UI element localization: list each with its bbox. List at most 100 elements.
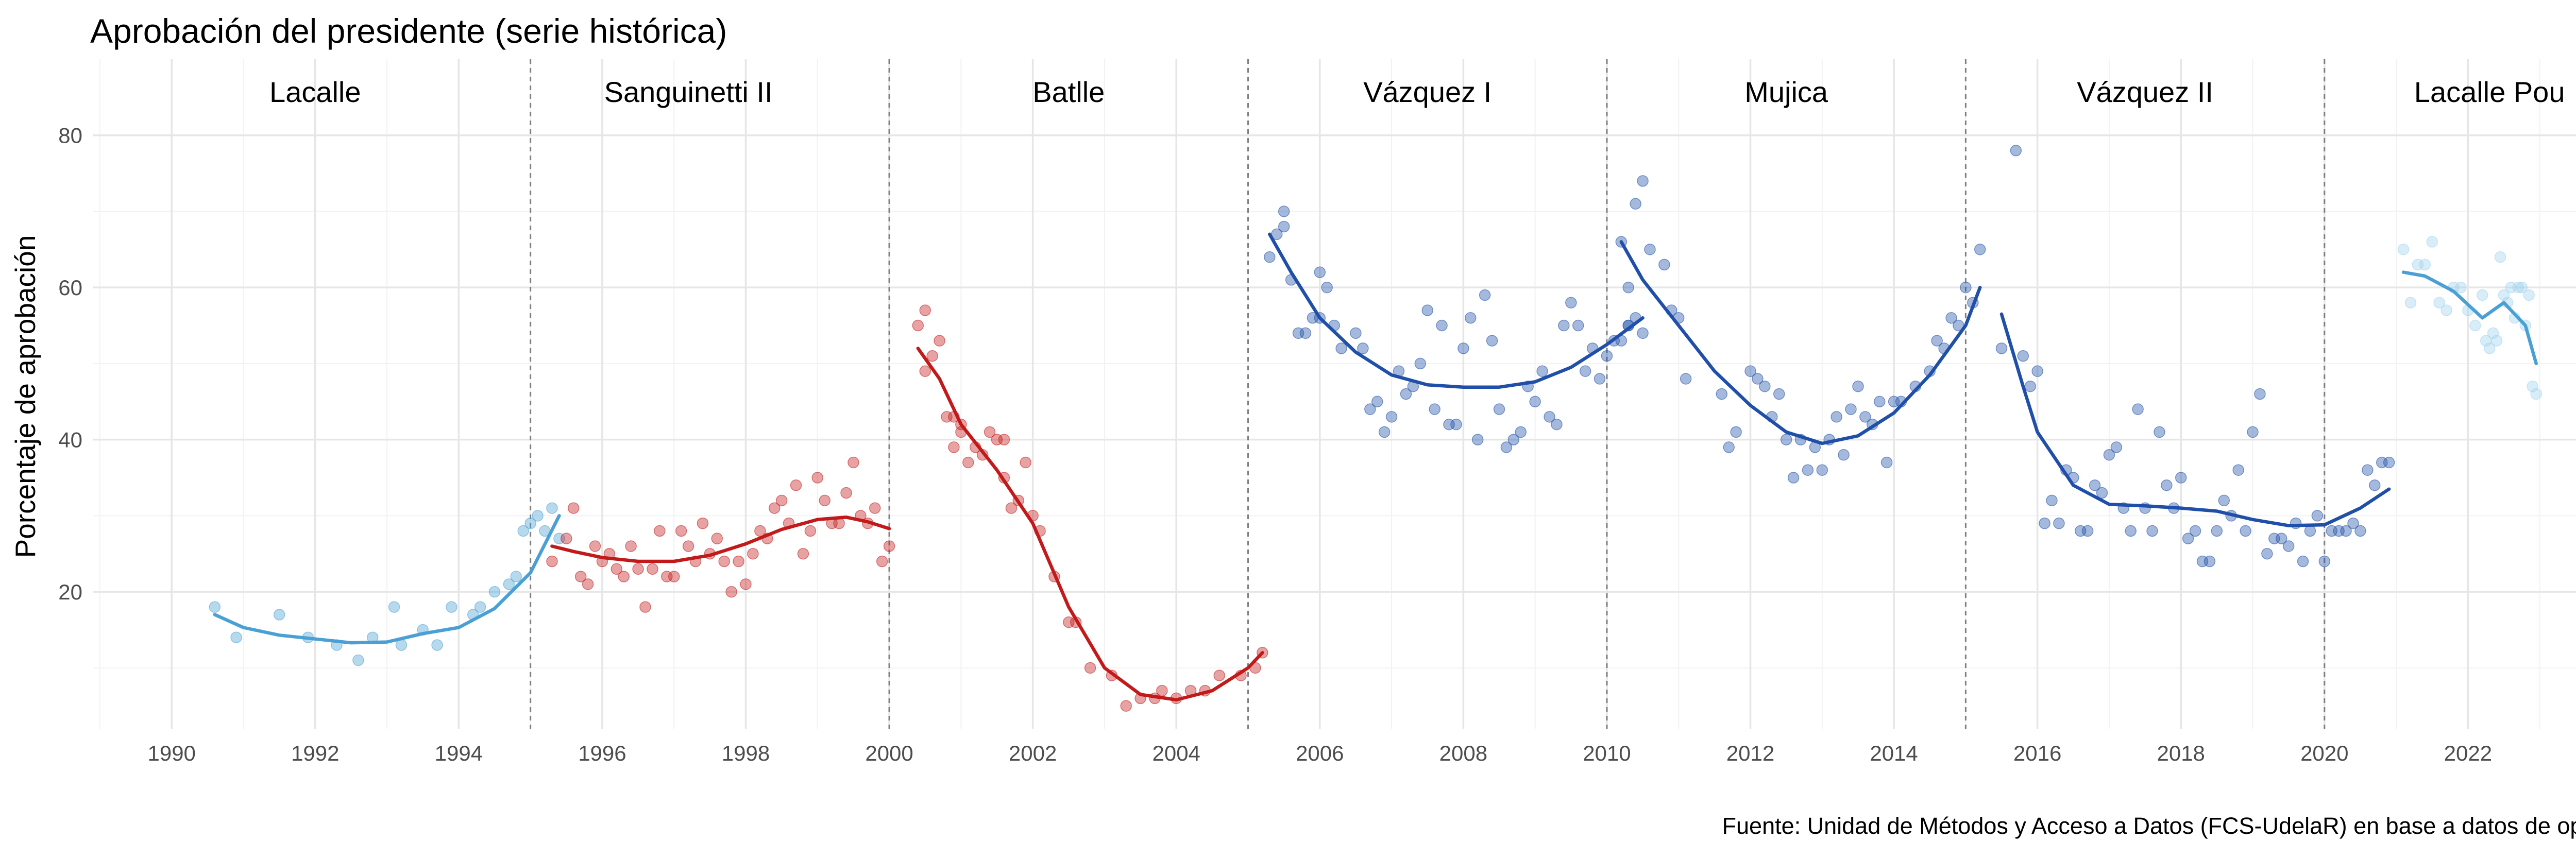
data-point	[574, 571, 587, 582]
data-point	[2240, 525, 2251, 537]
x-tick-label: 2006	[1296, 741, 1344, 765]
data-point	[2441, 304, 2452, 316]
period-labels: Lacalle Sanguinetti II Batlle Vázquez I Muji…	[269, 76, 2565, 108]
data-point	[2081, 525, 2094, 537]
data-point	[503, 578, 515, 590]
data-point	[639, 601, 651, 613]
data-point	[431, 639, 443, 651]
data-point	[1544, 411, 1555, 423]
period-dividers	[530, 59, 2326, 729]
data-point	[1995, 342, 2008, 354]
data-point	[1436, 319, 1448, 332]
data-point	[2487, 327, 2499, 339]
data-point	[984, 426, 996, 438]
data-point	[998, 434, 1010, 445]
data-point	[2490, 335, 2503, 347]
data-point	[1838, 449, 1850, 461]
data-point	[2362, 464, 2374, 476]
data-point	[2189, 525, 2201, 537]
data-point	[2297, 555, 2309, 568]
data-point	[1500, 441, 1513, 453]
data-point	[718, 555, 730, 568]
data-point	[2476, 289, 2488, 301]
data-point	[1357, 342, 1369, 354]
data-point	[1385, 411, 1398, 423]
data-point	[2369, 479, 2381, 491]
data-point	[733, 555, 744, 568]
data-point	[912, 319, 924, 332]
period-label: Vázquez I	[1363, 76, 1492, 108]
data-point	[1572, 319, 1584, 332]
data-point	[1658, 259, 1670, 271]
data-point	[1507, 434, 1520, 445]
y-axis-label: Porcentaje de aprobación	[9, 235, 41, 558]
x-tick-label: 2016	[2013, 741, 2061, 765]
data-point	[1873, 396, 1886, 408]
data-point	[2527, 380, 2538, 392]
data-point	[2039, 517, 2050, 529]
x-tick-label: 2000	[865, 741, 913, 765]
x-tick-label: 2008	[1439, 741, 1487, 765]
data-point	[388, 601, 400, 613]
data-point	[1299, 327, 1312, 339]
data-point	[1321, 281, 1333, 294]
data-point	[230, 631, 242, 643]
data-point	[625, 540, 637, 552]
data-point	[1378, 426, 1391, 438]
data-point	[1960, 281, 1972, 294]
data-point	[1780, 434, 1792, 445]
x-tick-label: 2022	[2444, 741, 2492, 765]
data-point	[2175, 472, 2187, 484]
data-point	[2383, 456, 2395, 469]
data-point	[2523, 289, 2535, 301]
x-tick-label: 2018	[2157, 741, 2205, 765]
data-point	[2204, 555, 2216, 568]
period-label: Batlle	[1032, 76, 1105, 108]
data-point	[883, 540, 895, 552]
data-point	[2318, 555, 2331, 568]
data-point	[1278, 220, 1290, 233]
period-label: Lacalle Pou	[2414, 76, 2565, 108]
data-point	[2433, 297, 2445, 308]
data-points	[209, 145, 2542, 712]
data-point	[2530, 388, 2542, 400]
data-point	[1859, 411, 1871, 423]
data-point	[747, 547, 759, 560]
data-point	[2218, 494, 2230, 507]
data-point	[2010, 145, 2022, 157]
data-point	[804, 525, 817, 537]
y-tick-label: 60	[58, 276, 82, 300]
data-point	[1601, 350, 1613, 362]
data-point	[2282, 540, 2295, 552]
data-point	[546, 555, 558, 568]
data-point	[811, 472, 824, 484]
data-point	[1414, 357, 1427, 370]
data-point	[2516, 281, 2528, 294]
data-point	[2161, 479, 2173, 491]
data-point	[1880, 456, 1893, 469]
data-point	[675, 525, 687, 537]
data-point	[1458, 342, 1469, 354]
data-point	[2512, 281, 2524, 294]
data-point	[2053, 517, 2065, 529]
grid-minor	[93, 59, 2576, 729]
data-point	[273, 609, 285, 621]
data-point	[2125, 525, 2137, 537]
data-point	[1471, 434, 1484, 445]
data-point	[768, 502, 781, 514]
x-tick-label: 1992	[291, 741, 339, 765]
y-tick-label: 40	[58, 428, 82, 452]
x-tick-label: 2020	[2300, 741, 2348, 765]
data-point	[488, 586, 501, 598]
trend-lines	[213, 232, 2538, 702]
data-point	[589, 540, 601, 552]
y-tick-label: 20	[58, 580, 82, 604]
data-point	[532, 510, 544, 522]
x-tick-label: 1994	[435, 741, 483, 765]
x-tick-label: 1990	[147, 741, 195, 765]
data-point	[2154, 426, 2165, 438]
data-point	[848, 456, 859, 469]
trend-line	[1268, 232, 1645, 389]
y-tick-label: 80	[58, 124, 82, 148]
data-point	[682, 540, 694, 552]
